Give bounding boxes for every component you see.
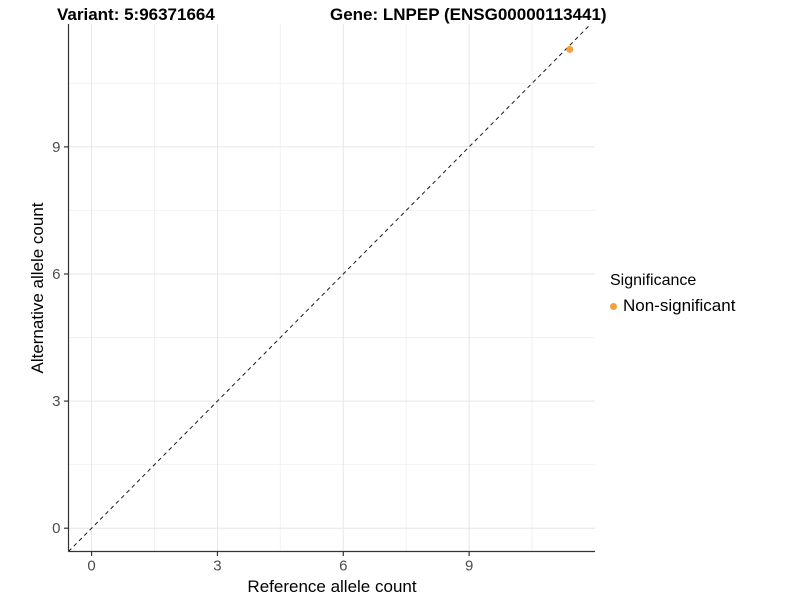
legend-entry-label: Non-significant xyxy=(623,296,736,315)
y-axis-title: Alternative allele count xyxy=(28,202,47,374)
data-point xyxy=(566,45,574,53)
plot-title-gene: Gene: LNPEP (ENSG00000113441) xyxy=(330,5,607,24)
y-tick-label: 9 xyxy=(52,139,60,156)
x-tick-label: 3 xyxy=(213,558,221,575)
plot-title-variant: Variant: 5:96371664 xyxy=(57,5,215,24)
legend-title: Significance xyxy=(610,272,697,289)
y-tick-label: 6 xyxy=(52,266,60,283)
identity-dashed-line xyxy=(68,23,592,552)
x-tick-label: 0 xyxy=(87,558,95,575)
legend: Significance Non-significant xyxy=(610,272,735,316)
legend-point-icon xyxy=(610,302,617,310)
legend-entry: Non-significant xyxy=(610,296,735,316)
x-tick-label: 6 xyxy=(339,558,347,575)
x-tick-label: 9 xyxy=(465,558,473,575)
y-tick-label: 3 xyxy=(52,393,60,410)
x-axis-title: Reference allele count xyxy=(247,577,417,596)
y-tick-label: 0 xyxy=(52,520,60,537)
